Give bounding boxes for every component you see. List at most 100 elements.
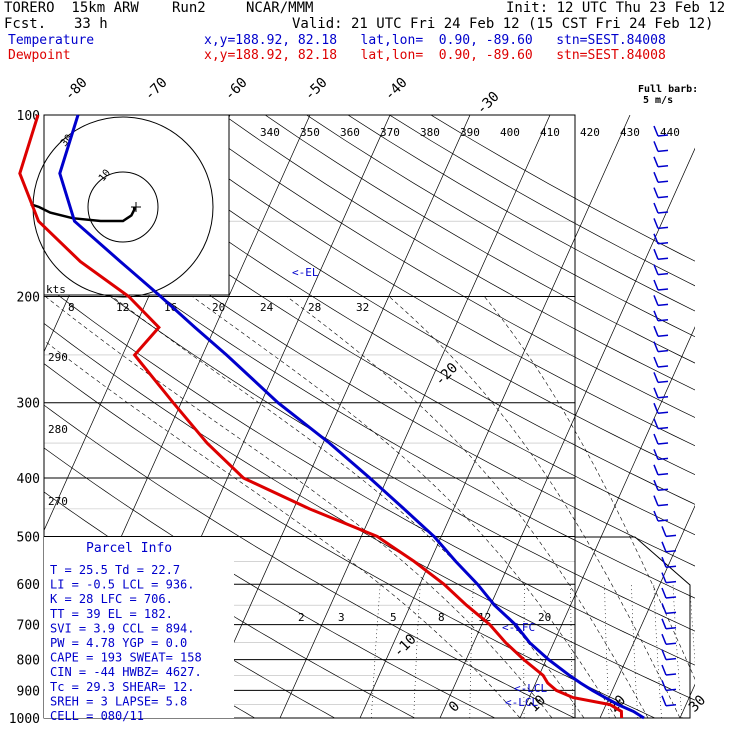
pressure-tick-label: 700 (17, 619, 40, 634)
moist-adiabat (388, 296, 681, 718)
mixing-ratio-line (653, 584, 662, 718)
theta-label: 420 (580, 126, 600, 139)
theta-label: 400 (500, 126, 520, 139)
moist-adiabat (192, 296, 617, 718)
pressure-tick-label: 400 (17, 472, 40, 487)
wind-barb-staff (657, 488, 669, 491)
wind-barb-staff (657, 226, 669, 230)
mixing-ratio-line (371, 584, 381, 718)
wind-barb-flag (653, 156, 659, 168)
wind-barb-staff (665, 673, 677, 676)
wind-barb-staff (657, 272, 669, 276)
wind-barb-flag (653, 264, 659, 275)
pressure-tick-label: 500 (17, 530, 40, 545)
moist-adiabat (286, 296, 649, 718)
wind-barb-flag (653, 418, 659, 429)
hodograph-ring-10 (87, 171, 159, 243)
wind-barb-flag (653, 433, 659, 445)
isotherm-label: -70 (142, 75, 171, 104)
forecast-label: Fcst. (4, 16, 47, 32)
isotherm-label: -50 (302, 75, 331, 104)
wind-barb-flag (653, 341, 659, 352)
wind-barb-staff (657, 519, 669, 522)
wind-barb-staff (665, 565, 677, 568)
wind-barb-staff (665, 580, 677, 584)
dry-adiabat (44, 404, 575, 718)
pressure-tick-label: 100 (17, 109, 40, 124)
dry-adiabat (57, 115, 695, 505)
wind-barb-staff (657, 195, 669, 199)
valid-time: Valid: 21 UTC Fri 24 Feb 12 (15 CST Fri … (292, 16, 714, 32)
parcel-info-row: TT = 39 EL = 182. (50, 607, 173, 621)
wind-barb-flag (653, 279, 659, 291)
mixing-ratio-label: 20 (212, 301, 225, 314)
isotherm-label: -20 (432, 360, 461, 389)
sounding-dewpoint (18, 114, 624, 719)
wind-barb-flag (661, 587, 667, 599)
theta-label: 350 (300, 126, 320, 139)
wind-barb-staff (657, 288, 669, 291)
wind-barb-flag (653, 387, 659, 399)
dry-adiabat (347, 115, 695, 312)
isotherm-label: 30 (686, 692, 709, 715)
wind-barb-staff (657, 149, 669, 153)
wind-barb-staff (665, 657, 677, 661)
isotherm-label: -40 (382, 75, 411, 104)
wind-barb-staff (657, 380, 669, 384)
wind-barb-flag (653, 202, 659, 214)
wind-barb-flag (653, 233, 659, 245)
dry-adiabat (99, 115, 695, 476)
isotherm-line (599, 504, 695, 718)
pressure-tick-label: 300 (17, 397, 40, 412)
isotherm-label: -80 (62, 75, 91, 104)
theta-label: 360 (340, 126, 360, 139)
theta-label: 340 (260, 126, 280, 139)
wind-barb-staff (657, 365, 669, 368)
isotherm-line (279, 115, 551, 718)
parcel-info-title: Parcel Info (86, 541, 172, 556)
wind-barb-flag (661, 572, 667, 583)
wind-barb-flag (653, 356, 659, 368)
wind-barb-flag (661, 603, 667, 614)
wind-barb-staff (657, 503, 669, 507)
wind-barb-flag (661, 633, 667, 645)
barb-panel-outline (574, 115, 691, 719)
wind-barb-flag (653, 372, 659, 383)
parcel-info-row: CELL = 080/11 (50, 709, 144, 723)
legend-dewpoint: Dewpoint (8, 48, 71, 63)
wind-barb-flag (661, 680, 667, 691)
wind-barb-staff (657, 211, 669, 214)
wind-barb-flag (661, 664, 667, 676)
dry-adiabat (44, 245, 695, 632)
mixing-ratio-label: 12 (478, 611, 491, 624)
isotherm-label: -10 (391, 631, 420, 660)
wind-barb-flag (661, 541, 667, 553)
lcl-annotation: <-LCL (514, 682, 547, 695)
parcel-info-row: CIN = -44 HWBZ= 4627. (50, 665, 202, 679)
wind-barb-flag (653, 510, 659, 522)
theta-label: 280 (48, 423, 68, 436)
wind-barb-staff (665, 642, 677, 645)
mixing-ratio-label: 5 (390, 611, 397, 624)
parcel-info-row: LI = -0.5 LCL = 936. (50, 578, 195, 592)
wind-barb-flag (661, 526, 667, 537)
parcel-info-row: T = 25.5 Td = 22.7 (50, 563, 180, 577)
wind-barb-flag (661, 649, 667, 660)
mixing-ratio-label: 24 (260, 301, 274, 314)
wind-barb-staff (665, 627, 677, 630)
wind-barb-staff (657, 349, 669, 353)
lfc-annotation: <-LFC (502, 621, 535, 634)
mixing-ratio-line (672, 584, 683, 718)
mixing-ratio-label: 2 (298, 611, 305, 624)
org-label: NCAR/MMM (246, 0, 314, 16)
wind-barb-staff (657, 411, 669, 414)
wind-barb-staff (665, 550, 677, 553)
wind-barb-flag (661, 556, 667, 568)
pressure-tick-label: 1000 (9, 712, 40, 727)
sounding-temperature (58, 114, 645, 720)
wind-barb-staff (657, 396, 669, 399)
legend-temperature-info: x,y=188.92, 82.18 lat,lon= 0.90, -89.60 … (204, 33, 666, 48)
parcel-info-row: PW = 4.78 YGP = 0.0 (50, 636, 187, 650)
